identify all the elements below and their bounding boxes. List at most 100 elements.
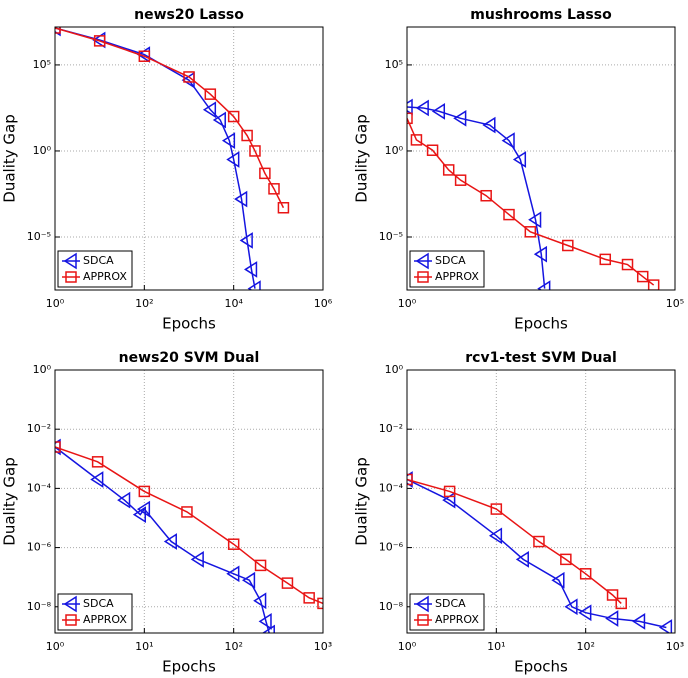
marker-square [55, 441, 61, 453]
marker-square [254, 559, 267, 572]
marker-square [93, 35, 106, 47]
marker-square [91, 456, 104, 468]
series-line [55, 446, 270, 633]
y-tick-label: 10⁰ [385, 144, 404, 157]
chart-title: mushrooms Lasso [470, 7, 612, 23]
axes-frame [54, 369, 324, 634]
legend-label: APPROX [435, 270, 479, 283]
marker-square [503, 208, 515, 221]
legend-label: SDCA [435, 254, 466, 267]
y-axis-label: Duality Gap [1, 114, 19, 202]
marker-square [268, 183, 280, 195]
marker-triangle [415, 595, 429, 613]
y-tick-label: 10⁻⁶ [27, 541, 52, 554]
marker-triangle [551, 571, 565, 589]
marker-triangle [488, 527, 503, 545]
x-tick-label: 10³ [666, 640, 684, 653]
series-layer [407, 98, 660, 290]
axes-frame [406, 26, 676, 291]
series-layer [407, 471, 673, 633]
marker-triangle [578, 604, 592, 622]
marker-square [417, 271, 429, 283]
marker-triangle [501, 132, 515, 149]
marker-triangle [258, 613, 272, 630]
marker-square [599, 253, 612, 266]
legend-label: APPROX [435, 613, 479, 626]
y-tick-label: 10⁻² [27, 422, 51, 435]
marker-square [524, 226, 537, 238]
plot-area [55, 27, 323, 290]
x-tick-label: 10⁰ [398, 297, 417, 310]
panel: 10⁰ 10¹ 10² 10³ 10⁻⁸ 10⁻⁶ 10⁻⁴ 10⁻² 10⁰ news20 SV… [1, 350, 333, 676]
y-tick-label: 10⁵ [385, 58, 403, 71]
y-tick-label: 10⁻² [379, 422, 403, 435]
marker-triangle [564, 598, 578, 616]
marker-triangle [537, 280, 551, 290]
y-tick-label: 10⁻⁸ [27, 600, 52, 613]
marker-triangle [482, 116, 496, 134]
x-tick-label: 10¹ [487, 640, 505, 653]
legend-label: APPROX [83, 613, 127, 626]
x-axis-label: Epochs [514, 658, 568, 676]
marker-square [562, 239, 574, 252]
marker-triangle [515, 550, 529, 568]
marker-triangle [431, 102, 446, 120]
x-tick-label: 10⁰ [46, 297, 65, 310]
x-tick-label: 10³ [314, 640, 332, 653]
panel: 10⁰ 10² 10⁴ 10⁶ 10⁻⁵ 10⁰ 10⁵ news20 Lasso Epochs… [1, 7, 333, 333]
marker-square [490, 503, 503, 515]
legend-label: SDCA [83, 254, 114, 267]
y-axis-label: Duality Gap [353, 457, 371, 545]
marker-triangle [533, 245, 548, 263]
marker-triangle [163, 533, 177, 550]
marker-triangle [226, 151, 240, 168]
marker-square [204, 88, 217, 100]
marker-square [407, 112, 413, 125]
legend-label: SDCA [83, 597, 114, 610]
series-line [407, 106, 546, 289]
x-tick-label: 10⁰ [398, 640, 417, 653]
marker-triangle [415, 99, 429, 117]
y-tick-label: 10⁻⁴ [27, 481, 52, 494]
legend: SDCA APPROX [409, 593, 485, 631]
marker-square [227, 110, 240, 123]
marker-square [138, 485, 151, 498]
marker-triangle [605, 610, 619, 627]
marker-triangle [512, 151, 527, 168]
marker-square [317, 597, 323, 610]
marker-square [533, 535, 545, 548]
plot-area [55, 370, 323, 633]
marker-triangle [239, 232, 253, 249]
x-axis-label: Epochs [514, 315, 568, 333]
marker-triangle [202, 101, 217, 119]
marker-triangle [136, 500, 151, 518]
panel: 10⁰ 10⁵ 10⁻⁵ 10⁰ 10⁵ mushrooms Lasso Epochs Dua… [353, 7, 685, 333]
marker-square [183, 71, 195, 83]
marker-triangle [253, 592, 267, 610]
y-tick-label: 10⁻⁵ [27, 230, 51, 243]
marker-square [303, 592, 315, 604]
marker-triangle [242, 571, 256, 589]
marker-triangle [632, 613, 646, 630]
legend: SDCA APPROX [57, 593, 133, 631]
axes-frame [54, 26, 324, 291]
marker-square [281, 577, 294, 589]
marker-triangle [453, 109, 467, 127]
y-tick-label: 10⁵ [33, 58, 51, 71]
marker-triangle [415, 252, 429, 270]
marker-square [636, 270, 649, 283]
marker-triangle [63, 252, 77, 270]
x-tick-label: 10² [135, 297, 153, 310]
panel: 10⁰ 10¹ 10² 10³ 10⁻⁸ 10⁻⁶ 10⁻⁴ 10⁻² 10⁰ rcv1-test… [353, 350, 685, 676]
marker-square [454, 174, 467, 186]
series-layer [55, 27, 290, 290]
marker-triangle [221, 132, 236, 149]
marker-square [426, 144, 439, 156]
x-tick-label: 10² [576, 640, 594, 653]
chart-title: news20 Lasso [134, 7, 244, 23]
x-tick-label: 10² [224, 640, 242, 653]
marker-square [259, 167, 271, 180]
legend-label: SDCA [435, 597, 466, 610]
marker-triangle [247, 280, 261, 290]
